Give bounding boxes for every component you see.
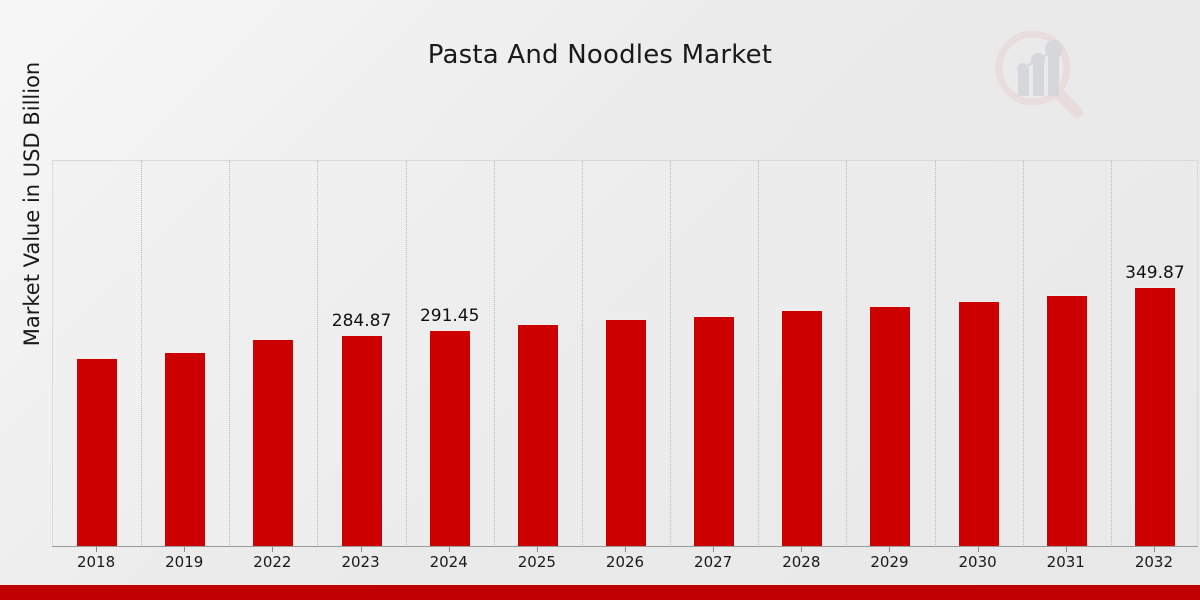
bar-2031[interactable]	[1045, 294, 1088, 547]
x-axis-tick-2031	[1065, 547, 1067, 552]
x-axis-tick-2028	[801, 547, 803, 552]
gridline	[405, 161, 407, 547]
bar-2023[interactable]	[340, 335, 383, 547]
x-tick-label-2019: 2019	[165, 553, 204, 571]
x-tick-label-2030: 2030	[958, 553, 997, 571]
x-tick-label-2026: 2026	[605, 553, 645, 571]
bar-2026[interactable]	[605, 318, 647, 547]
bar-2028[interactable]	[781, 310, 824, 547]
x-tick-label-2022: 2022	[253, 553, 292, 571]
x-axis-tick-2029	[889, 547, 891, 552]
gridline	[934, 161, 936, 547]
x-axis-tick-2024	[448, 547, 450, 552]
x-axis-line	[52, 546, 1198, 547]
y-axis-title: Market Value in USD Billion	[20, 61, 44, 347]
x-axis-tick-2025	[536, 547, 538, 552]
x-tick-label-2028: 2028	[782, 553, 821, 571]
x-axis-tick-2027	[713, 547, 715, 552]
bar-2032[interactable]	[1133, 286, 1176, 547]
gridline	[317, 161, 319, 547]
x-axis-tick-2022	[272, 547, 274, 552]
footer-bar	[0, 585, 1200, 600]
x-tick-label-2029: 2029	[870, 553, 909, 571]
gridline	[1022, 161, 1024, 547]
bar-2029[interactable]	[869, 305, 912, 547]
x-axis-tick-2030	[977, 547, 979, 552]
gridline	[1110, 161, 1112, 547]
bar-2022[interactable]	[252, 339, 295, 547]
page-title: Pasta And Noodles Market	[427, 40, 773, 70]
gridline	[758, 161, 760, 547]
x-tick-label-2025: 2025	[517, 553, 556, 571]
bar-value-label-2032: 349.87	[1125, 262, 1185, 283]
x-axis-tick-2026	[625, 547, 626, 552]
x-tick-label-2023: 2023	[341, 553, 380, 571]
gridline	[581, 161, 583, 547]
bar-2018[interactable]	[76, 358, 119, 547]
gridline	[493, 161, 495, 547]
bar-2027[interactable]	[693, 315, 736, 547]
x-axis-tick-2019	[184, 547, 186, 552]
gridline	[141, 161, 143, 547]
x-axis-tick-2018	[96, 547, 98, 552]
x-tick-label-2024: 2024	[429, 553, 468, 571]
bar-2024[interactable]	[428, 330, 471, 547]
x-tick-label-2032: 2032	[1134, 553, 1174, 571]
x-axis-tick-2023	[360, 547, 362, 552]
gridline	[670, 161, 672, 547]
gridline	[229, 161, 231, 547]
x-tick-label-2027: 2027	[694, 553, 733, 571]
bar-2025[interactable]	[516, 323, 559, 547]
x-axis-tick-2032	[1153, 547, 1155, 552]
bar-value-label-2024: 291.45	[419, 306, 480, 327]
bar-2030[interactable]	[957, 300, 1000, 547]
magnifier-bar-chart-logo-icon	[985, 22, 1090, 122]
x-tick-label-2018: 2018	[76, 553, 116, 571]
bar-2019[interactable]	[164, 351, 207, 547]
x-tick-label-2031: 2031	[1046, 553, 1085, 571]
plot-area: 284.87 291.45 349.87	[52, 160, 1198, 547]
gridline	[846, 161, 848, 547]
bar-value-label-2023: 284.87	[331, 310, 392, 331]
